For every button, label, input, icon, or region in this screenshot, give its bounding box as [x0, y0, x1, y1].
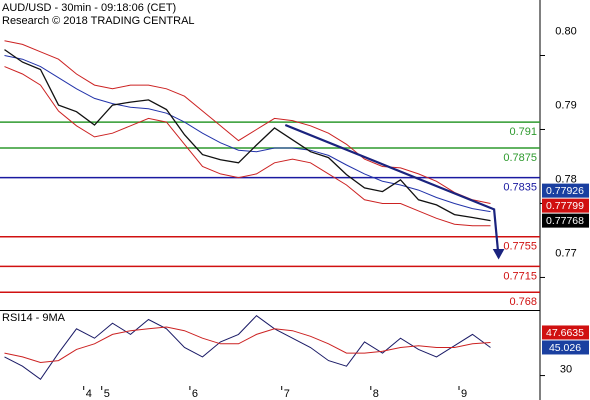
- trend-arrow-head: [492, 248, 505, 260]
- series-line: [4, 40, 491, 204]
- x-tick-label: 5: [104, 388, 110, 400]
- chart-title: AUD/USD - 30min - 09:18:06 (CET): [2, 2, 176, 14]
- level-label: 0.7715: [503, 270, 537, 282]
- level-label: 0.7835: [503, 181, 537, 193]
- y-tick-label: 0.77: [555, 247, 576, 259]
- price-marker: [542, 213, 589, 228]
- level-label: 0.791: [509, 126, 537, 138]
- series-line: [4, 66, 491, 227]
- level-label: 0.7755: [503, 241, 537, 253]
- price-marker-label: 45.026: [549, 342, 581, 354]
- series-line: [4, 49, 491, 222]
- chart-subtitle: Research © 2018 TRADING CENTRAL: [2, 15, 195, 27]
- series-line: [4, 315, 491, 381]
- x-tick-label: 7: [284, 388, 290, 400]
- panel-title: RSI14 - 9MA: [2, 312, 66, 324]
- trend-line: [284, 123, 500, 258]
- x-tick-label: 4: [86, 388, 92, 400]
- price-marker-label: 0.77768: [546, 215, 584, 227]
- series-line: [4, 55, 491, 213]
- y-tick-label: 0.79: [555, 99, 576, 111]
- y-tick-label: 30: [560, 363, 572, 375]
- price-marker-label: 0.77799: [546, 200, 584, 212]
- x-tick-label: 6: [192, 388, 198, 400]
- price-marker: [542, 198, 589, 213]
- price-marker: [542, 340, 589, 355]
- level-label: 0.7875: [503, 152, 537, 164]
- level-label: 0.768: [509, 296, 537, 308]
- price-marker-label: 0.77926: [546, 185, 584, 197]
- price-marker: [542, 325, 589, 340]
- y-tick-label: 0.80: [555, 25, 576, 37]
- series-line: [4, 326, 491, 364]
- x-tick-label: 9: [461, 388, 467, 400]
- price-marker-label: 47.6635: [546, 327, 584, 339]
- price-marker: [542, 183, 589, 198]
- x-tick-label: 8: [373, 388, 379, 400]
- y-tick-label: 0.78: [555, 173, 576, 185]
